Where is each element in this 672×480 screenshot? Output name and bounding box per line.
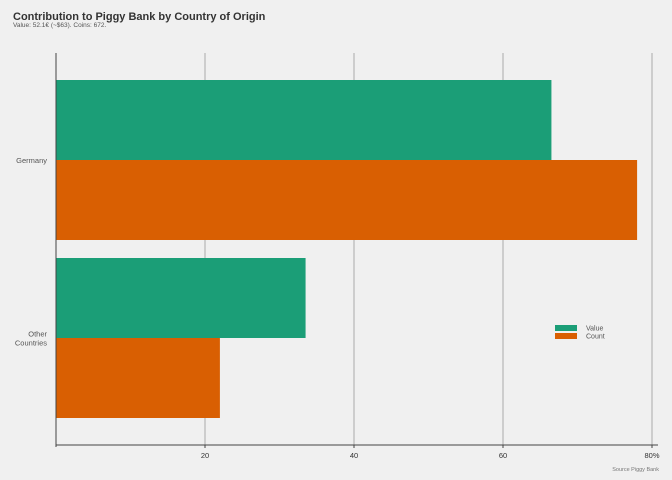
chart-title: Contribution to Piggy Bank by Country of… bbox=[13, 11, 266, 23]
bar-count-germany bbox=[56, 160, 638, 240]
category-label-other-countries: Other Countries bbox=[15, 330, 48, 348]
legend-label-count: Count bbox=[586, 334, 605, 341]
bar-value-germany bbox=[56, 80, 552, 160]
chart-subtitle: Value: 52.1€ (~$63). Coins: 672. bbox=[13, 22, 107, 29]
x-tick-label-20: 20 bbox=[201, 451, 209, 460]
bar-value-other-countries bbox=[56, 258, 306, 338]
x-tick-label-80: 80% bbox=[644, 451, 659, 460]
chart-caption: Source Piggy Bank bbox=[612, 467, 659, 473]
legend-swatch-value bbox=[555, 325, 577, 331]
legend-label-value: Value bbox=[586, 326, 603, 333]
x-tick-label-40: 40 bbox=[350, 451, 358, 460]
legend-swatch-count bbox=[555, 333, 577, 339]
bar-count-other-countries bbox=[56, 338, 220, 418]
x-tick-label-60: 60 bbox=[499, 451, 507, 460]
category-label-germany: Germany bbox=[16, 156, 47, 165]
